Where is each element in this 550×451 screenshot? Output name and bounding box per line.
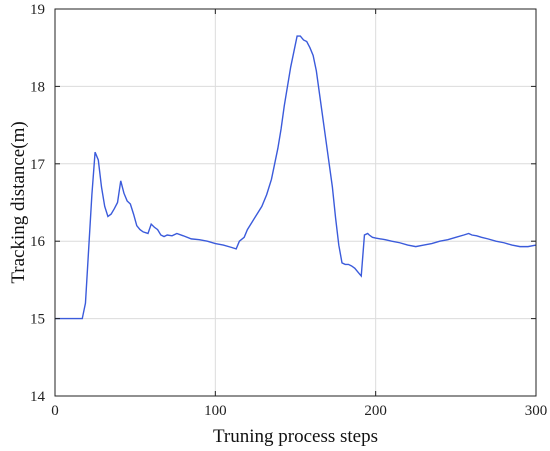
- x-tick-label: 0: [51, 403, 59, 419]
- y-tick-label: 14: [30, 389, 46, 405]
- plot-frame: [54, 8, 537, 397]
- y-tick-label: 15: [30, 312, 45, 328]
- plot-area: [55, 9, 536, 396]
- axis-ticks: 0 100 200 300 14 15 16 17 18 19: [30, 2, 547, 419]
- y-tick-label: 18: [30, 79, 45, 95]
- x-tick-label: 100: [204, 403, 227, 419]
- y-tick-label: 16: [30, 234, 46, 250]
- x-tick-label: 300: [525, 403, 548, 419]
- y-tick-label: 17: [30, 157, 46, 173]
- grid-lines: [55, 9, 536, 396]
- x-tick-label: 200: [364, 403, 387, 419]
- y-axis-title: Tracking distance(m): [8, 121, 29, 283]
- y-tick-label: 19: [30, 2, 45, 18]
- series-line: [55, 35, 537, 320]
- x-axis-title: Truning process steps: [213, 426, 378, 447]
